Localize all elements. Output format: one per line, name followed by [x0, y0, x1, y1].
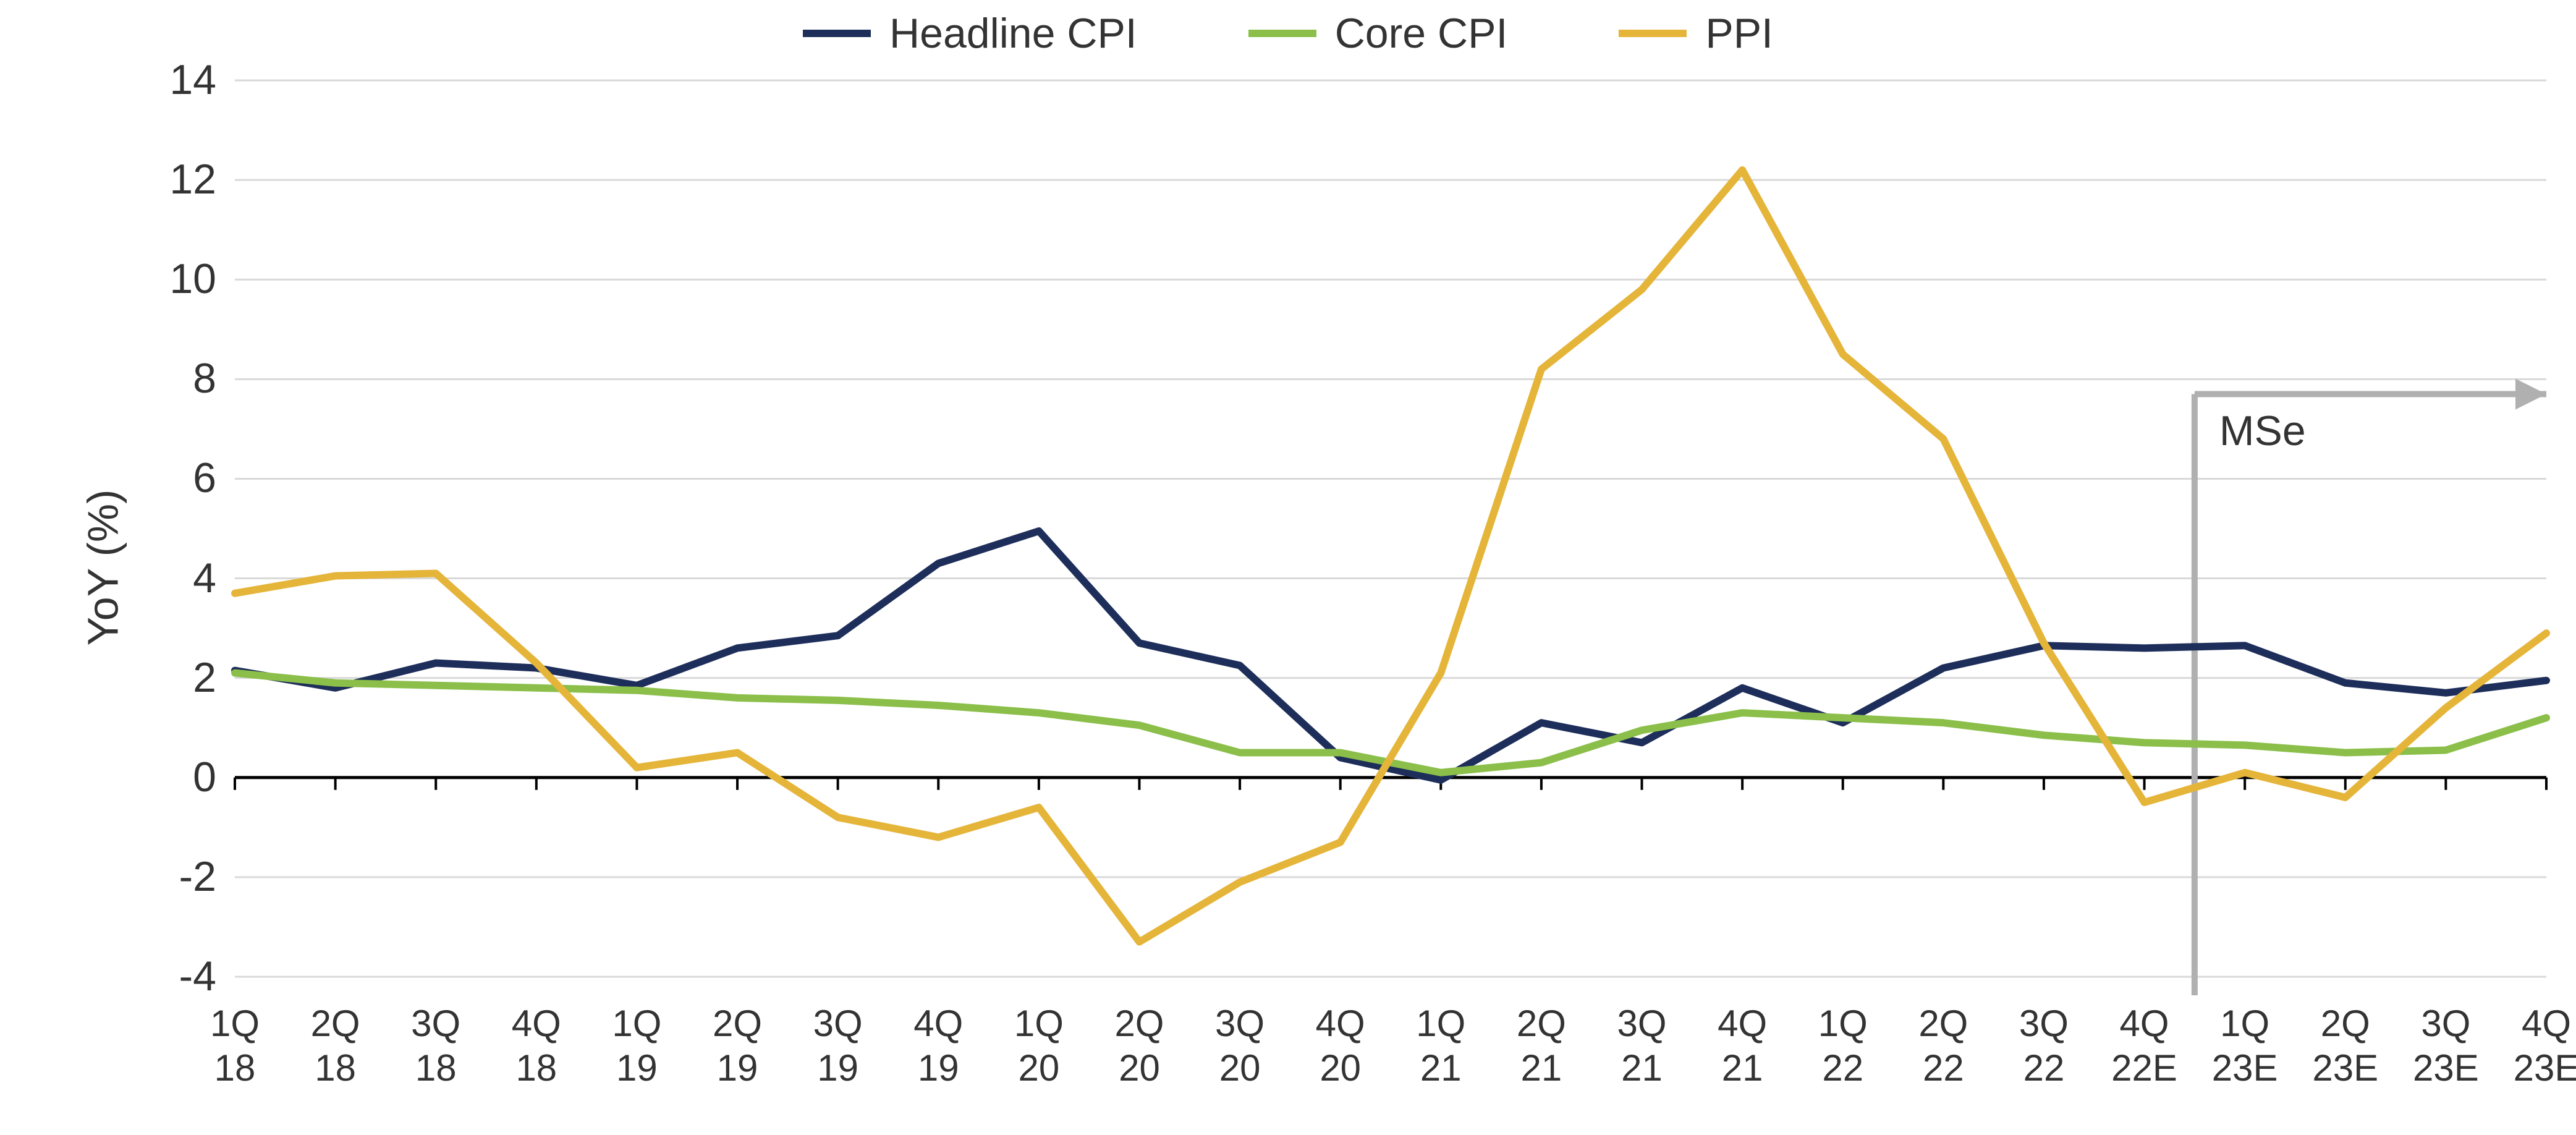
x-tick-label: 4Q19: [892, 1001, 985, 1090]
x-tick-label: 3Q21: [1596, 1001, 1688, 1090]
x-tick-label: 1Q20: [993, 1001, 1085, 1090]
legend-label: PPI: [1705, 9, 1773, 57]
x-tick-label: 3Q18: [389, 1001, 482, 1090]
y-axis-label: YoY (%): [78, 490, 127, 646]
x-tick-label: 2Q21: [1495, 1001, 1588, 1090]
legend-label: Core CPI: [1335, 9, 1508, 57]
x-tick-label: 4Q22E: [2098, 1001, 2191, 1090]
chart-legend: Headline CPI Core CPI PPI: [0, 9, 2576, 57]
y-tick-label: 6: [124, 454, 216, 502]
x-tick-label: 2Q19: [691, 1001, 784, 1090]
legend-swatch-core-cpi: [1248, 30, 1316, 37]
x-tick-label: 4Q23E: [2500, 1001, 2576, 1090]
x-tick-label: 1Q21: [1394, 1001, 1487, 1090]
x-tick-label: 2Q20: [1093, 1001, 1185, 1090]
y-tick-label: 8: [124, 354, 216, 402]
x-tick-label: 3Q19: [792, 1001, 884, 1090]
y-tick-label: 2: [124, 653, 216, 702]
x-tick-label: 1Q23E: [2198, 1001, 2291, 1090]
forecast-annotation-label: MSe: [2219, 407, 2306, 455]
y-tick-label: -2: [124, 852, 216, 901]
legend-item-ppi: PPI: [1619, 9, 1773, 57]
legend-item-headline-cpi: Headline CPI: [803, 9, 1137, 57]
x-tick-label: 4Q21: [1696, 1001, 1789, 1090]
legend-label: Headline CPI: [889, 9, 1137, 57]
y-tick-label: 10: [124, 255, 216, 303]
x-tick-label: 1Q19: [590, 1001, 683, 1090]
x-tick-label: 4Q18: [490, 1001, 583, 1090]
x-tick-label: 3Q20: [1193, 1001, 1286, 1090]
y-tick-label: 0: [124, 753, 216, 801]
x-tick-label: 3Q23E: [2399, 1001, 2492, 1090]
x-tick-label: 1Q18: [189, 1001, 281, 1090]
x-tick-label: 2Q23E: [2299, 1001, 2392, 1090]
x-tick-label: 4Q20: [1294, 1001, 1387, 1090]
x-tick-label: 3Q22: [1998, 1001, 2090, 1090]
x-tick-label: 2Q22: [1897, 1001, 1989, 1090]
y-tick-label: 12: [124, 155, 216, 203]
x-tick-label: 1Q22: [1797, 1001, 1889, 1090]
inflation-chart: Headline CPI Core CPI PPI YoY (%) -4 -2 0 2…: [0, 0, 2576, 1135]
x-tick-label: 2Q18: [289, 1001, 382, 1090]
legend-swatch-headline-cpi: [803, 30, 871, 37]
y-tick-label: 14: [124, 56, 216, 104]
chart-svg: [0, 0, 2576, 1135]
y-tick-label: -4: [124, 952, 216, 1000]
y-tick-label: 4: [124, 554, 216, 602]
legend-item-core-cpi: Core CPI: [1248, 9, 1508, 57]
legend-swatch-ppi: [1619, 30, 1687, 37]
